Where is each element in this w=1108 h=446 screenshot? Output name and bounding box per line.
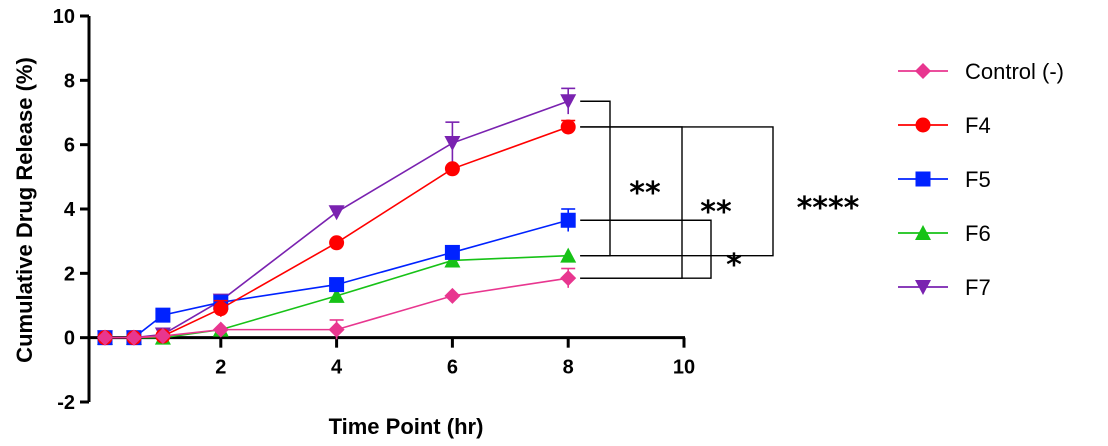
legend-marker <box>915 117 931 133</box>
series-layer <box>97 87 577 346</box>
data-point <box>328 321 345 338</box>
significance-label: ** <box>700 195 732 230</box>
legend-marker <box>915 280 931 295</box>
x-tick-label: 10 <box>673 357 695 379</box>
significance-label: ** <box>629 176 661 211</box>
legend-item: F4 <box>898 113 991 138</box>
data-point <box>328 205 345 221</box>
legend-marker <box>915 171 931 187</box>
series-line <box>105 126 569 339</box>
legend-marker <box>915 63 931 79</box>
y-tick-label: 0 <box>64 328 75 350</box>
legend-label: F7 <box>965 275 991 300</box>
data-point <box>154 328 171 345</box>
legend-item: Control (-) <box>898 59 1064 84</box>
significance-bracket <box>580 100 611 257</box>
data-point <box>444 244 460 260</box>
data-point <box>213 301 229 317</box>
x-tick-label: 6 <box>447 357 458 379</box>
legend: Control (-) F4 F5 F6 F7 <box>898 59 1064 300</box>
y-tick-label: 10 <box>53 6 75 28</box>
data-point <box>560 94 577 110</box>
legend-label: F6 <box>965 221 991 246</box>
data-point <box>560 212 576 228</box>
legend-item: F5 <box>898 167 991 192</box>
data-point <box>155 307 171 323</box>
data-point <box>560 119 576 135</box>
significance-label: **** <box>797 191 860 226</box>
legend-item: F6 <box>898 221 991 246</box>
significance-layer: ********* <box>580 100 860 283</box>
data-point <box>560 247 577 263</box>
data-point <box>329 235 345 251</box>
data-point <box>125 329 142 346</box>
bracket-line <box>580 219 712 279</box>
x-tick-label: 2 <box>215 357 226 379</box>
data-point <box>212 321 229 338</box>
legend-label: Control (-) <box>965 59 1064 84</box>
x-axis-title: Time Point (hr) <box>329 414 484 439</box>
y-axis-title: Cumulative Drug Release (%) <box>12 57 37 363</box>
legend-marker <box>915 225 931 240</box>
data-point <box>97 329 113 346</box>
axes <box>87 16 685 402</box>
series-control <box>97 267 577 346</box>
y-tick-label: 8 <box>64 70 75 92</box>
significance-bracket <box>580 126 774 257</box>
data-point <box>444 287 461 304</box>
significance-bracket <box>580 219 712 279</box>
y-tick-label: 2 <box>64 263 75 285</box>
data-point <box>560 270 577 287</box>
legend-item: F7 <box>898 275 991 300</box>
data-point <box>444 136 461 152</box>
data-point <box>444 161 460 177</box>
y-tick-label: 4 <box>64 199 76 221</box>
ticks: -2 0 2 4 6 8 10 2 4 6 8 10 <box>53 6 695 414</box>
y-tick-label: -2 <box>57 392 75 414</box>
data-point <box>328 287 345 303</box>
y-tick-label: 6 <box>64 135 75 157</box>
significance-label: * <box>726 248 742 283</box>
bracket-line <box>580 126 774 257</box>
data-point <box>444 252 461 268</box>
data-point <box>329 277 345 293</box>
legend-label: F4 <box>965 113 991 138</box>
legend-label: F5 <box>965 167 991 192</box>
x-tick-label: 4 <box>331 357 343 379</box>
series-f7 <box>97 87 577 346</box>
bracket-line <box>580 100 611 257</box>
x-tick-label: 8 <box>563 357 574 379</box>
